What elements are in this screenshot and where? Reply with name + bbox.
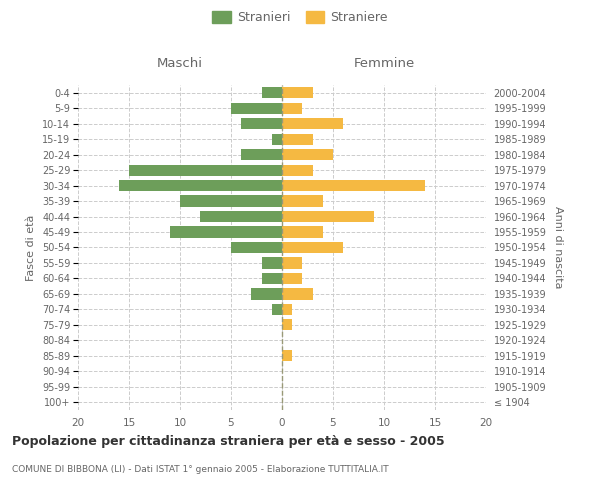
Bar [282, 288, 313, 300]
Bar [200, 211, 282, 222]
Bar [282, 149, 333, 160]
Bar [282, 87, 313, 99]
Legend: Stranieri, Straniere: Stranieri, Straniere [212, 11, 388, 24]
Text: Maschi: Maschi [157, 57, 203, 70]
Bar [262, 87, 282, 99]
Bar [180, 196, 282, 206]
Bar [282, 180, 425, 191]
Bar [119, 180, 282, 191]
Bar [282, 226, 323, 237]
Bar [282, 273, 302, 284]
Bar [282, 320, 292, 330]
Bar [282, 134, 313, 144]
Bar [262, 258, 282, 268]
Bar [251, 288, 282, 300]
Bar [282, 350, 292, 362]
Text: COMUNE DI BIBBONA (LI) - Dati ISTAT 1° gennaio 2005 - Elaborazione TUTTITALIA.IT: COMUNE DI BIBBONA (LI) - Dati ISTAT 1° g… [12, 465, 389, 474]
Text: Femmine: Femmine [353, 57, 415, 70]
Bar [129, 164, 282, 175]
Y-axis label: Fasce di età: Fasce di età [26, 214, 37, 280]
Bar [282, 211, 374, 222]
Bar [262, 273, 282, 284]
Bar [282, 304, 292, 315]
Bar [282, 196, 323, 206]
Bar [231, 242, 282, 253]
Bar [241, 118, 282, 130]
Bar [282, 118, 343, 130]
Bar [282, 164, 313, 175]
Bar [272, 304, 282, 315]
Bar [241, 149, 282, 160]
Bar [282, 242, 343, 253]
Bar [282, 102, 302, 114]
Text: Popolazione per cittadinanza straniera per età e sesso - 2005: Popolazione per cittadinanza straniera p… [12, 435, 445, 448]
Bar [282, 258, 302, 268]
Bar [272, 134, 282, 144]
Y-axis label: Anni di nascita: Anni di nascita [553, 206, 563, 288]
Bar [231, 102, 282, 114]
Bar [170, 226, 282, 237]
